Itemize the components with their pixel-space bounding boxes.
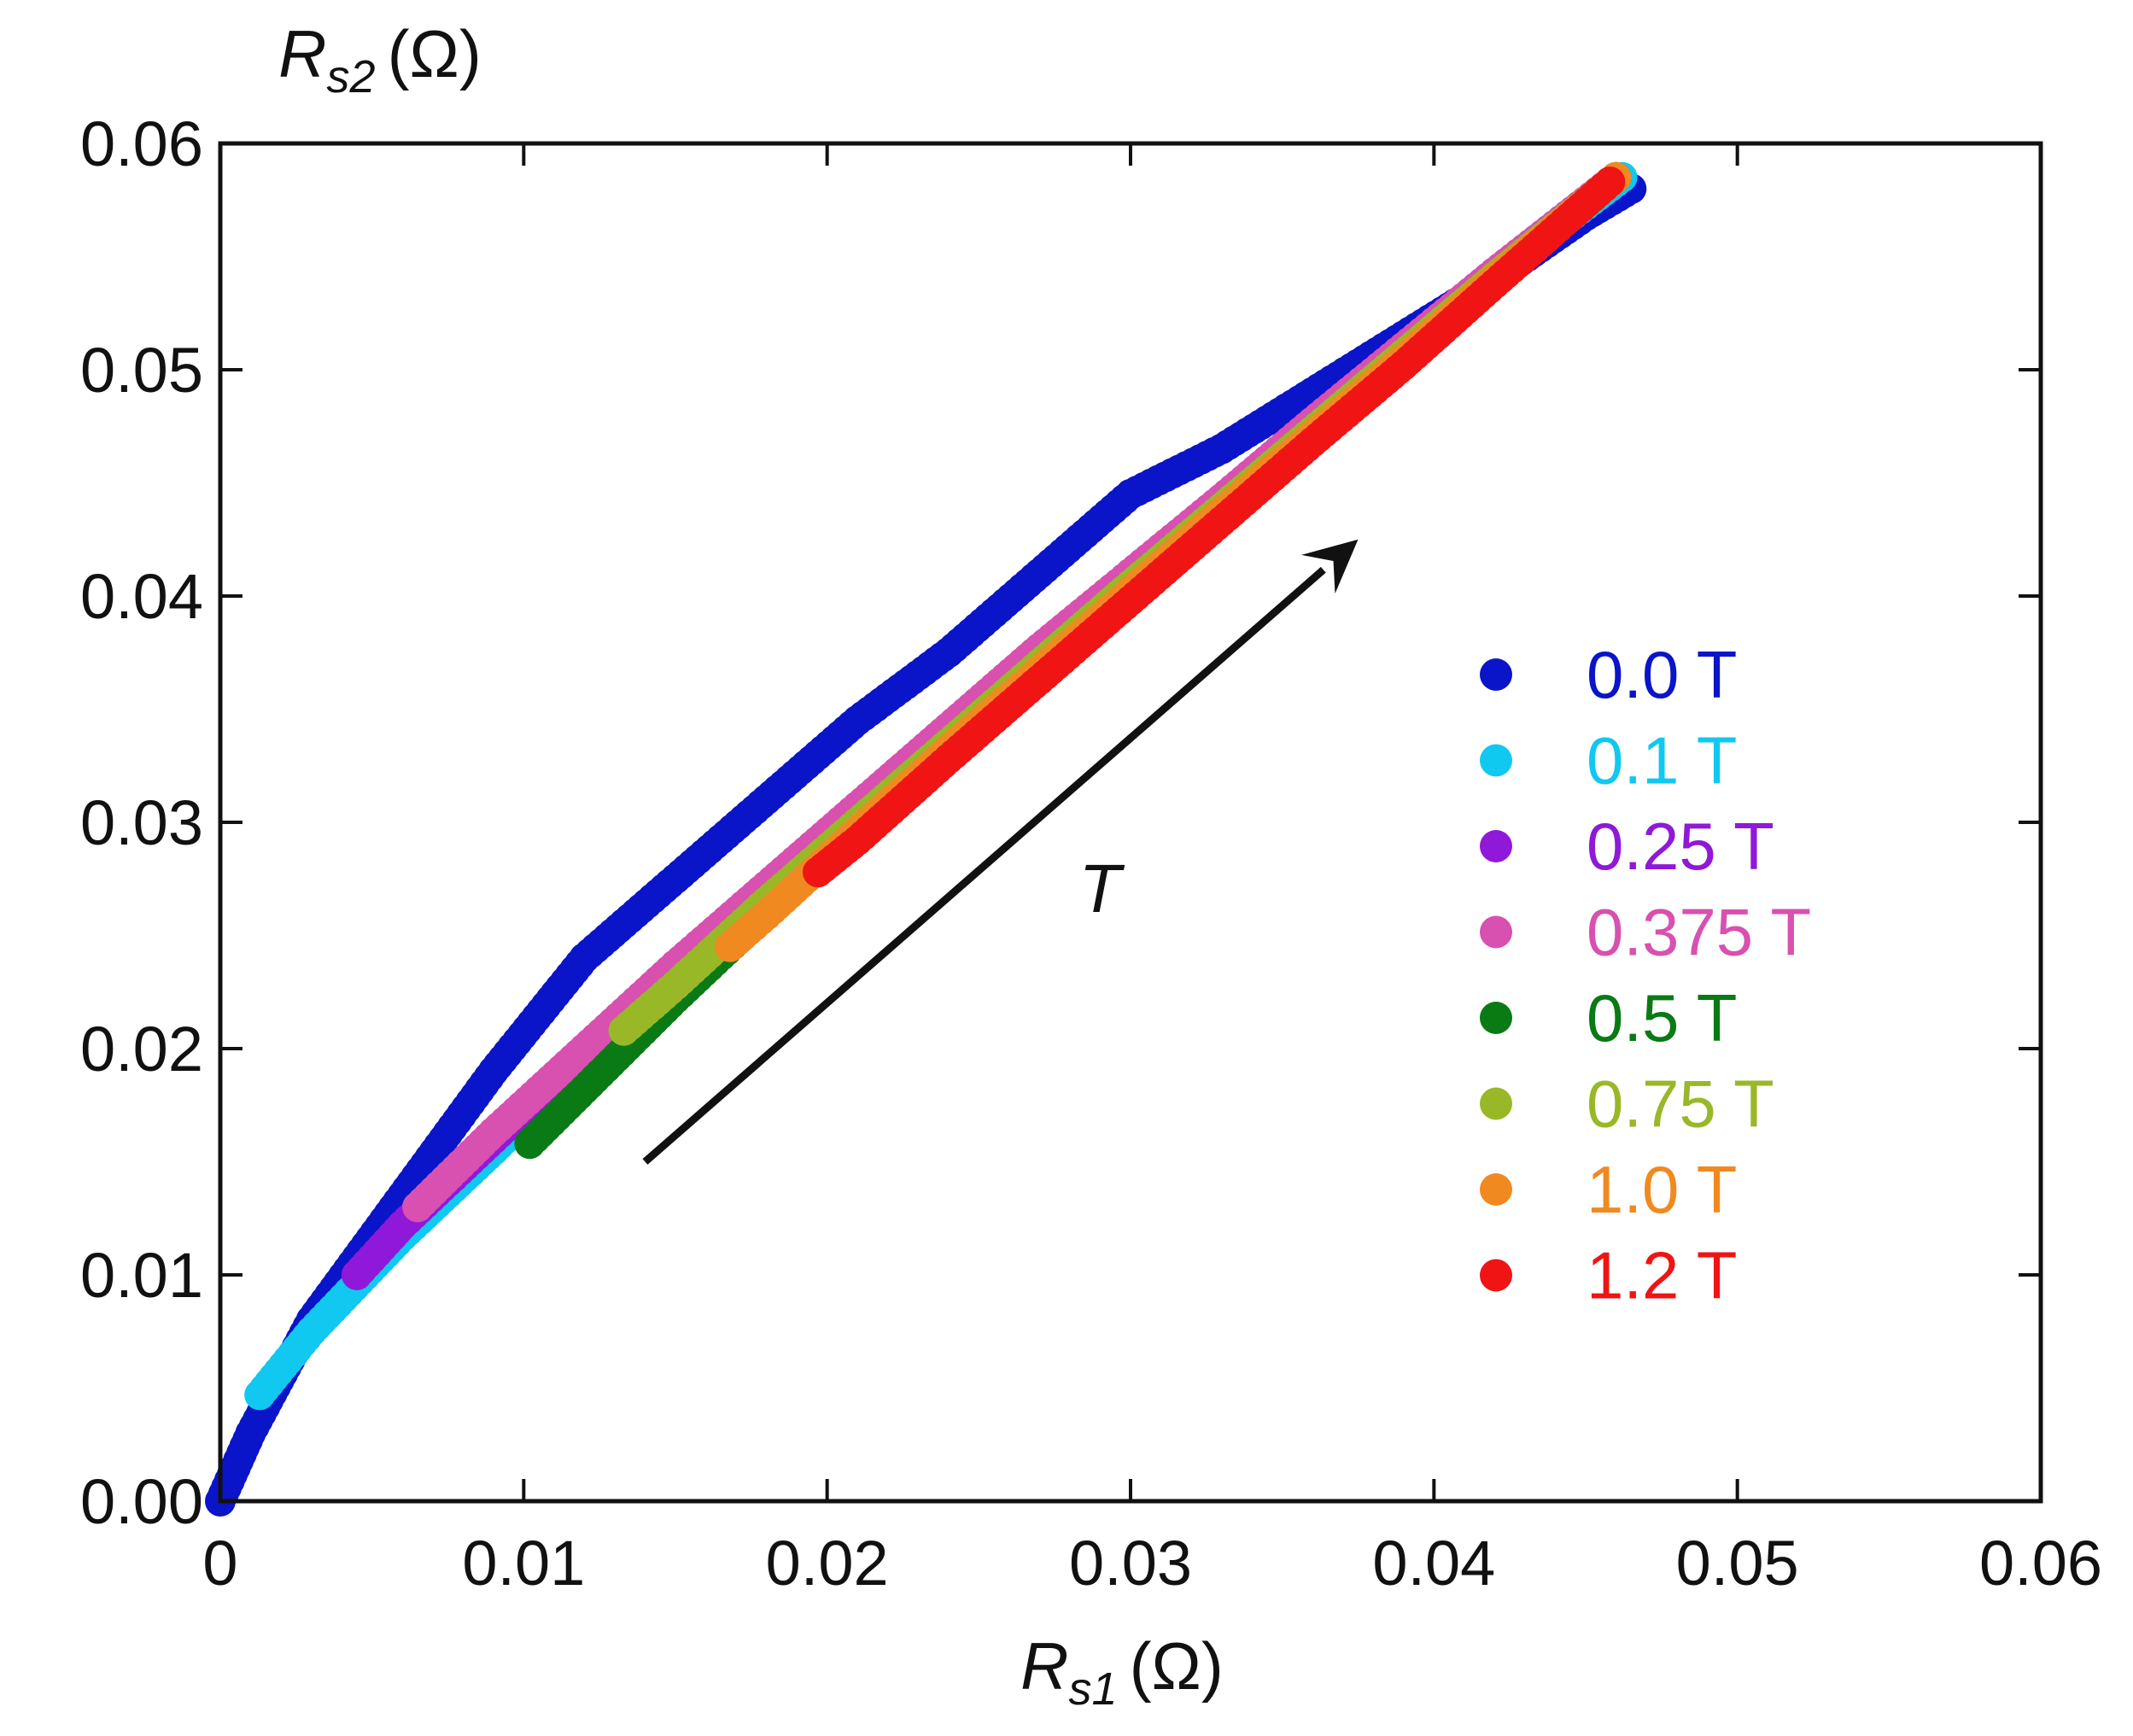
x-tick-label: 0.06 (1979, 1528, 2102, 1599)
legend-marker (1480, 744, 1512, 777)
y-tick-label: 0.01 (80, 1240, 203, 1311)
legend-marker (1480, 658, 1512, 691)
legend-label: 0.375 T (1587, 895, 1811, 970)
legend-item: 0.75 T (1480, 1067, 1774, 1142)
y-tick-label: 0.05 (80, 335, 203, 406)
x-tick-label: 0.01 (462, 1528, 585, 1599)
legend: 0.0 T 0.1 T 0.25 T 0.375 T 0.5 T 0.75 T 1.0 T 1… (1480, 637, 1811, 1313)
temperature-arrow-annotation: T (642, 539, 1359, 1165)
legend-marker (1480, 1173, 1512, 1206)
data-points-layer (205, 161, 1647, 1517)
legend-label: 0.5 T (1587, 980, 1737, 1055)
legend-marker (1480, 830, 1512, 862)
y-tick-label: 0.06 (80, 108, 203, 179)
x-tick-label: 0.05 (1676, 1528, 1799, 1599)
legend-label: 0.0 T (1587, 637, 1737, 712)
y-tick-label: 0.04 (80, 561, 203, 632)
y-tick-label: 0.02 (80, 1014, 203, 1084)
legend-item: 1.2 T (1480, 1238, 1737, 1313)
legend-label: 0.1 T (1587, 723, 1737, 798)
legend-item: 0.1 T (1480, 723, 1737, 798)
series-0-0-t (205, 173, 1647, 1517)
legend-item: 0.0 T (1480, 637, 1737, 712)
x-axis-title: Rs1 (Ω) (1020, 1628, 1224, 1715)
legend-marker (1480, 1259, 1512, 1292)
legend-marker (1480, 1002, 1512, 1034)
legend-label: 0.25 T (1587, 809, 1774, 884)
legend-label: 0.75 T (1587, 1067, 1774, 1142)
legend-item: 0.25 T (1480, 809, 1774, 884)
legend-label: 1.2 T (1587, 1238, 1737, 1313)
x-tick-label: 0.04 (1372, 1528, 1495, 1599)
arrow-head (1301, 539, 1359, 594)
y-tick-label: 0.03 (80, 787, 203, 858)
x-tick-label: 0.03 (1069, 1528, 1192, 1599)
legend-item: 0.375 T (1480, 895, 1811, 970)
series-1-2-t (803, 167, 1626, 888)
legend-item: 1.0 T (1480, 1152, 1737, 1227)
x-tick-label: 0 (202, 1528, 237, 1599)
arrow-shaft (642, 566, 1326, 1165)
legend-marker (1480, 1087, 1512, 1120)
legend-item: 0.5 T (1480, 980, 1737, 1055)
y-tick-label: 0.00 (80, 1466, 203, 1537)
x-tick-label: 0.02 (766, 1528, 889, 1599)
data-point (1594, 167, 1626, 197)
legend-label: 1.0 T (1587, 1152, 1737, 1227)
axes: 0 0.01 0.02 0.03 0.04 0.05 0.06 0.00 0.01 0.02 0.0… (80, 16, 2102, 1715)
legend-marker (1480, 915, 1512, 949)
temperature-label: T (1079, 850, 1125, 926)
y-axis-title: Rs2 (Ω) (278, 16, 482, 102)
